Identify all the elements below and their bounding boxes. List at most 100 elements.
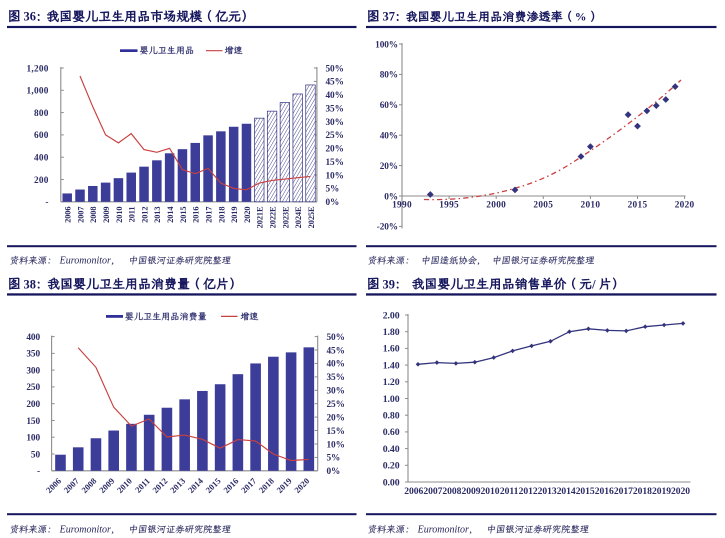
svg-text:,: ,: [111, 255, 114, 267]
svg-text:40%: 40%: [327, 360, 345, 370]
svg-text:2014: 2014: [166, 206, 175, 223]
svg-text:0%: 0%: [327, 467, 341, 477]
svg-text:35%: 35%: [326, 104, 344, 114]
svg-text:2015: 2015: [203, 476, 222, 495]
svg-text:-20%: -20%: [377, 223, 398, 233]
svg-text:2013: 2013: [538, 486, 557, 497]
svg-text:2006: 2006: [44, 475, 64, 495]
svg-text:25%: 25%: [327, 400, 345, 410]
svg-text:2008: 2008: [89, 207, 98, 223]
svg-text:1.20: 1.20: [383, 377, 400, 388]
svg-text:,: ,: [477, 255, 480, 267]
svg-text:600: 600: [34, 131, 49, 141]
svg-text:1.00: 1.00: [383, 394, 400, 405]
svg-text:30%: 30%: [326, 118, 344, 128]
svg-text:45%: 45%: [326, 78, 344, 88]
svg-text:,: ,: [469, 523, 472, 535]
svg-text:2013: 2013: [168, 476, 187, 495]
svg-text:2014: 2014: [186, 475, 206, 495]
svg-text:1,200: 1,200: [27, 64, 49, 74]
svg-text:2007: 2007: [62, 475, 82, 495]
svg-text::: :: [406, 524, 409, 535]
svg-text:0%: 0%: [384, 192, 398, 202]
svg-text:38: 38: [24, 277, 36, 291]
svg-text:10%: 10%: [327, 440, 345, 450]
svg-text:100: 100: [26, 434, 40, 444]
svg-text:50%: 50%: [327, 333, 345, 343]
svg-text:2023E: 2023E: [281, 206, 290, 228]
svg-text:400: 400: [34, 154, 49, 164]
svg-text:25%: 25%: [326, 131, 344, 141]
svg-text:5%: 5%: [326, 185, 340, 195]
svg-text:/: /: [591, 277, 596, 291]
svg-text:39: 39: [383, 277, 395, 291]
svg-text:2016: 2016: [192, 207, 201, 223]
svg-text:20%: 20%: [327, 413, 345, 423]
svg-text:2015: 2015: [576, 486, 595, 497]
svg-text:200: 200: [34, 176, 49, 186]
svg-text:2017: 2017: [614, 486, 633, 497]
svg-text:300: 300: [26, 366, 40, 376]
svg-text:2007: 2007: [423, 486, 442, 497]
svg-text:2010: 2010: [481, 486, 500, 497]
svg-text:%: %: [575, 12, 587, 24]
svg-text:150: 150: [26, 417, 40, 427]
svg-text:5%: 5%: [327, 454, 341, 464]
svg-text:2019: 2019: [274, 476, 293, 495]
svg-text:2012: 2012: [150, 476, 169, 495]
svg-text:2011: 2011: [133, 476, 152, 495]
svg-text:2012: 2012: [519, 486, 538, 497]
svg-text:2019: 2019: [230, 207, 239, 223]
svg-text:1995: 1995: [439, 201, 459, 211]
svg-text:2010: 2010: [115, 207, 124, 223]
svg-text:50: 50: [31, 450, 41, 460]
svg-text:2011: 2011: [500, 486, 519, 497]
svg-text:45%: 45%: [327, 346, 345, 356]
svg-text:2008: 2008: [79, 475, 99, 495]
svg-text:0.20: 0.20: [383, 461, 400, 472]
svg-text:2000: 2000: [486, 201, 506, 211]
svg-text:2007: 2007: [76, 207, 85, 223]
svg-text:2012: 2012: [140, 207, 149, 223]
svg-text:2018: 2018: [257, 475, 277, 495]
svg-text:Euromonitor: Euromonitor: [59, 524, 111, 535]
svg-text:2024E: 2024E: [294, 206, 303, 228]
svg-text:Euromonitor: Euromonitor: [417, 524, 469, 535]
svg-text:250: 250: [26, 383, 40, 393]
svg-text:2009: 2009: [102, 207, 111, 223]
svg-text:20%: 20%: [326, 145, 344, 155]
svg-text:2015: 2015: [628, 201, 648, 211]
svg-text:10%: 10%: [326, 171, 344, 181]
svg-text:2018: 2018: [217, 207, 226, 223]
svg-text:2011: 2011: [128, 207, 137, 223]
svg-text:50%: 50%: [326, 64, 344, 74]
svg-text:1990: 1990: [392, 201, 412, 211]
svg-text:15%: 15%: [326, 158, 344, 168]
svg-text:2005: 2005: [533, 201, 553, 211]
svg-text:2022E: 2022E: [269, 206, 278, 228]
svg-text:2020: 2020: [292, 476, 311, 495]
svg-text:37: 37: [383, 10, 395, 24]
svg-text:0.80: 0.80: [383, 411, 400, 422]
svg-text:2016: 2016: [221, 475, 241, 495]
svg-text:1.80: 1.80: [383, 327, 400, 338]
svg-text:2010: 2010: [115, 476, 134, 495]
svg-text:400: 400: [26, 333, 40, 343]
svg-text:2017: 2017: [205, 207, 214, 223]
svg-text:2009: 2009: [97, 476, 116, 495]
svg-text:-: -: [37, 467, 40, 477]
svg-text:2020: 2020: [671, 486, 690, 497]
svg-text:36: 36: [24, 10, 36, 24]
svg-text:2013: 2013: [153, 207, 162, 223]
svg-text:1,000: 1,000: [27, 87, 49, 97]
svg-text:350: 350: [26, 350, 40, 360]
svg-text::: :: [406, 256, 409, 267]
svg-text:35%: 35%: [327, 373, 345, 383]
svg-text:100%: 100%: [375, 40, 398, 50]
svg-text:2006: 2006: [64, 207, 73, 223]
svg-text:2020: 2020: [675, 201, 695, 211]
svg-text:2017: 2017: [239, 475, 259, 495]
svg-text:80%: 80%: [380, 71, 398, 81]
svg-text:1.60: 1.60: [383, 344, 400, 355]
svg-text:40%: 40%: [380, 132, 398, 142]
